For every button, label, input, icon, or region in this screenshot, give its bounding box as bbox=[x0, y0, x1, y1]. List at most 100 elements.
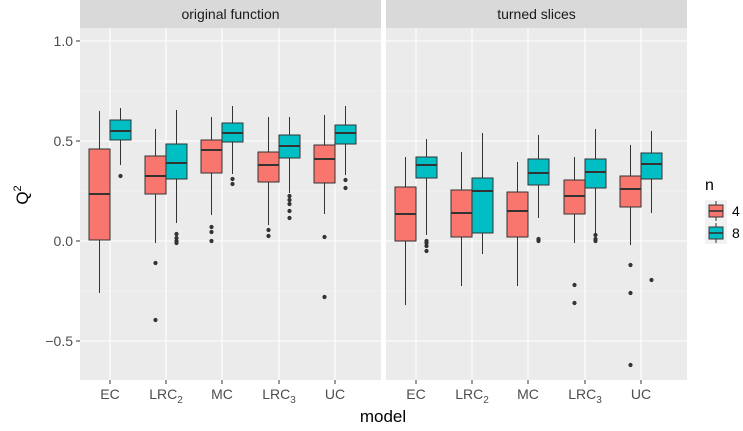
box-UC-n4 bbox=[313, 115, 336, 300]
outlier-point bbox=[174, 231, 179, 237]
outlier-point bbox=[343, 185, 348, 191]
box-body bbox=[200, 139, 223, 174]
box-body bbox=[415, 156, 438, 179]
box-EC-n4 bbox=[88, 111, 111, 293]
outlier-point bbox=[593, 232, 598, 238]
outlier-point bbox=[153, 260, 158, 266]
box-body bbox=[257, 151, 280, 183]
facet-strip bbox=[386, 0, 687, 28]
outlier-point bbox=[174, 240, 179, 246]
x-tick-label: LRC2 bbox=[149, 386, 183, 406]
outlier-point bbox=[287, 215, 292, 221]
box-LRC2-n4 bbox=[144, 129, 167, 323]
outlier-point bbox=[174, 235, 179, 241]
outlier-point bbox=[209, 238, 214, 244]
x-tick-label-base: LRC bbox=[149, 386, 177, 402]
x-axis-title: model bbox=[360, 407, 406, 426]
y-tick-label: 0.0 bbox=[54, 233, 74, 249]
x-tick-label: MC bbox=[211, 386, 233, 402]
box-MC-n4 bbox=[506, 162, 529, 286]
box-LRC3-n4 bbox=[257, 117, 280, 239]
facet-strip-label: turned slices bbox=[497, 6, 576, 22]
legend-entry-label: 8 bbox=[732, 225, 740, 241]
panel-background bbox=[80, 28, 381, 380]
box-LRC2-n8 bbox=[165, 110, 188, 246]
box-body bbox=[584, 158, 607, 189]
outlier-point bbox=[593, 238, 598, 244]
outlier-point bbox=[118, 173, 123, 179]
box-LRC3-n8 bbox=[584, 129, 607, 244]
x-tick-label-sub: 3 bbox=[290, 395, 296, 406]
outlier-point bbox=[424, 248, 429, 254]
outlier-point bbox=[230, 181, 235, 187]
x-tick-label: UC bbox=[325, 386, 345, 402]
box-MC-n8 bbox=[221, 106, 244, 187]
outlier-point bbox=[287, 193, 292, 199]
x-tick-label: EC bbox=[406, 386, 425, 402]
outlier-point bbox=[287, 208, 292, 214]
x-tick-label-sub: 2 bbox=[483, 395, 489, 406]
outlier-point bbox=[572, 300, 577, 306]
box-body bbox=[506, 191, 529, 238]
x-tick-label-base: EC bbox=[100, 386, 119, 402]
panel-turned-slices: turned slices bbox=[386, 0, 687, 380]
y-axis: −0.5 0.0 0.5 1.0 bbox=[45, 33, 80, 349]
outlier-point bbox=[424, 240, 429, 246]
outlier-point bbox=[230, 176, 235, 182]
x-tick-label: EC bbox=[100, 386, 119, 402]
box-LRC2-n8 bbox=[471, 133, 494, 254]
plot-panels: original function turned slices bbox=[80, 0, 687, 380]
box-body bbox=[640, 152, 663, 180]
x-tick-label-base: UC bbox=[631, 386, 651, 402]
y-axis-title-sup: 2 bbox=[12, 185, 24, 191]
box-body bbox=[313, 144, 336, 184]
legend-entry-label: 4 bbox=[732, 203, 740, 219]
outlier-point bbox=[572, 282, 577, 288]
box-LRC3-n4 bbox=[563, 157, 586, 306]
y-tick-label: 0.5 bbox=[54, 133, 74, 149]
outlier-point bbox=[628, 362, 633, 368]
outlier-point bbox=[628, 290, 633, 296]
outlier-point bbox=[153, 317, 158, 323]
outlier-point bbox=[343, 177, 348, 183]
x-tick-label-base: LRC bbox=[568, 386, 596, 402]
outlier-point bbox=[209, 229, 214, 235]
x-tick-label: LRC3 bbox=[262, 386, 296, 406]
x-tick-label: UC bbox=[631, 386, 651, 402]
box-body bbox=[165, 143, 188, 180]
box-MC-n8 bbox=[527, 135, 550, 244]
x-tick-label: LRC2 bbox=[455, 386, 489, 406]
box-body bbox=[619, 175, 642, 208]
x-tick-label: MC bbox=[517, 386, 539, 402]
outlier-point bbox=[266, 233, 271, 239]
legend-title: n bbox=[705, 177, 714, 194]
x-tick-label-base: LRC bbox=[262, 386, 290, 402]
panel-background bbox=[386, 28, 687, 380]
box-EC-n4 bbox=[394, 157, 417, 305]
outlier-point bbox=[424, 243, 429, 249]
outlier-point bbox=[628, 262, 633, 268]
outlier-point bbox=[209, 224, 214, 230]
outlier-point bbox=[266, 227, 271, 233]
box-UC-n8 bbox=[640, 131, 663, 283]
y-axis-title-base: Q bbox=[13, 191, 32, 204]
box-UC-n4 bbox=[619, 145, 642, 368]
x-tick-label-base: EC bbox=[406, 386, 425, 402]
y-axis-title: Q2 bbox=[12, 185, 32, 204]
box-body bbox=[471, 177, 494, 234]
box-EC-n8 bbox=[415, 139, 438, 254]
x-tick-label-base: LRC bbox=[455, 386, 483, 402]
x-axis: EC LRC2 MC LRC3 UC EC LRC2 MC LRC3 UC bbox=[100, 380, 651, 406]
box-MC-n4 bbox=[200, 117, 223, 244]
panel-original-function: original function bbox=[80, 0, 381, 380]
x-tick-label-base: UC bbox=[325, 386, 345, 402]
x-tick-label-sub: 3 bbox=[596, 395, 602, 406]
outlier-point bbox=[322, 234, 327, 240]
box-EC-n8 bbox=[109, 108, 132, 179]
facet-strip bbox=[80, 0, 381, 28]
box-LRC3-n8 bbox=[278, 117, 301, 221]
y-tick-label: −0.5 bbox=[45, 333, 73, 349]
x-tick-label-sub: 2 bbox=[177, 395, 183, 406]
outlier-point bbox=[287, 197, 292, 203]
